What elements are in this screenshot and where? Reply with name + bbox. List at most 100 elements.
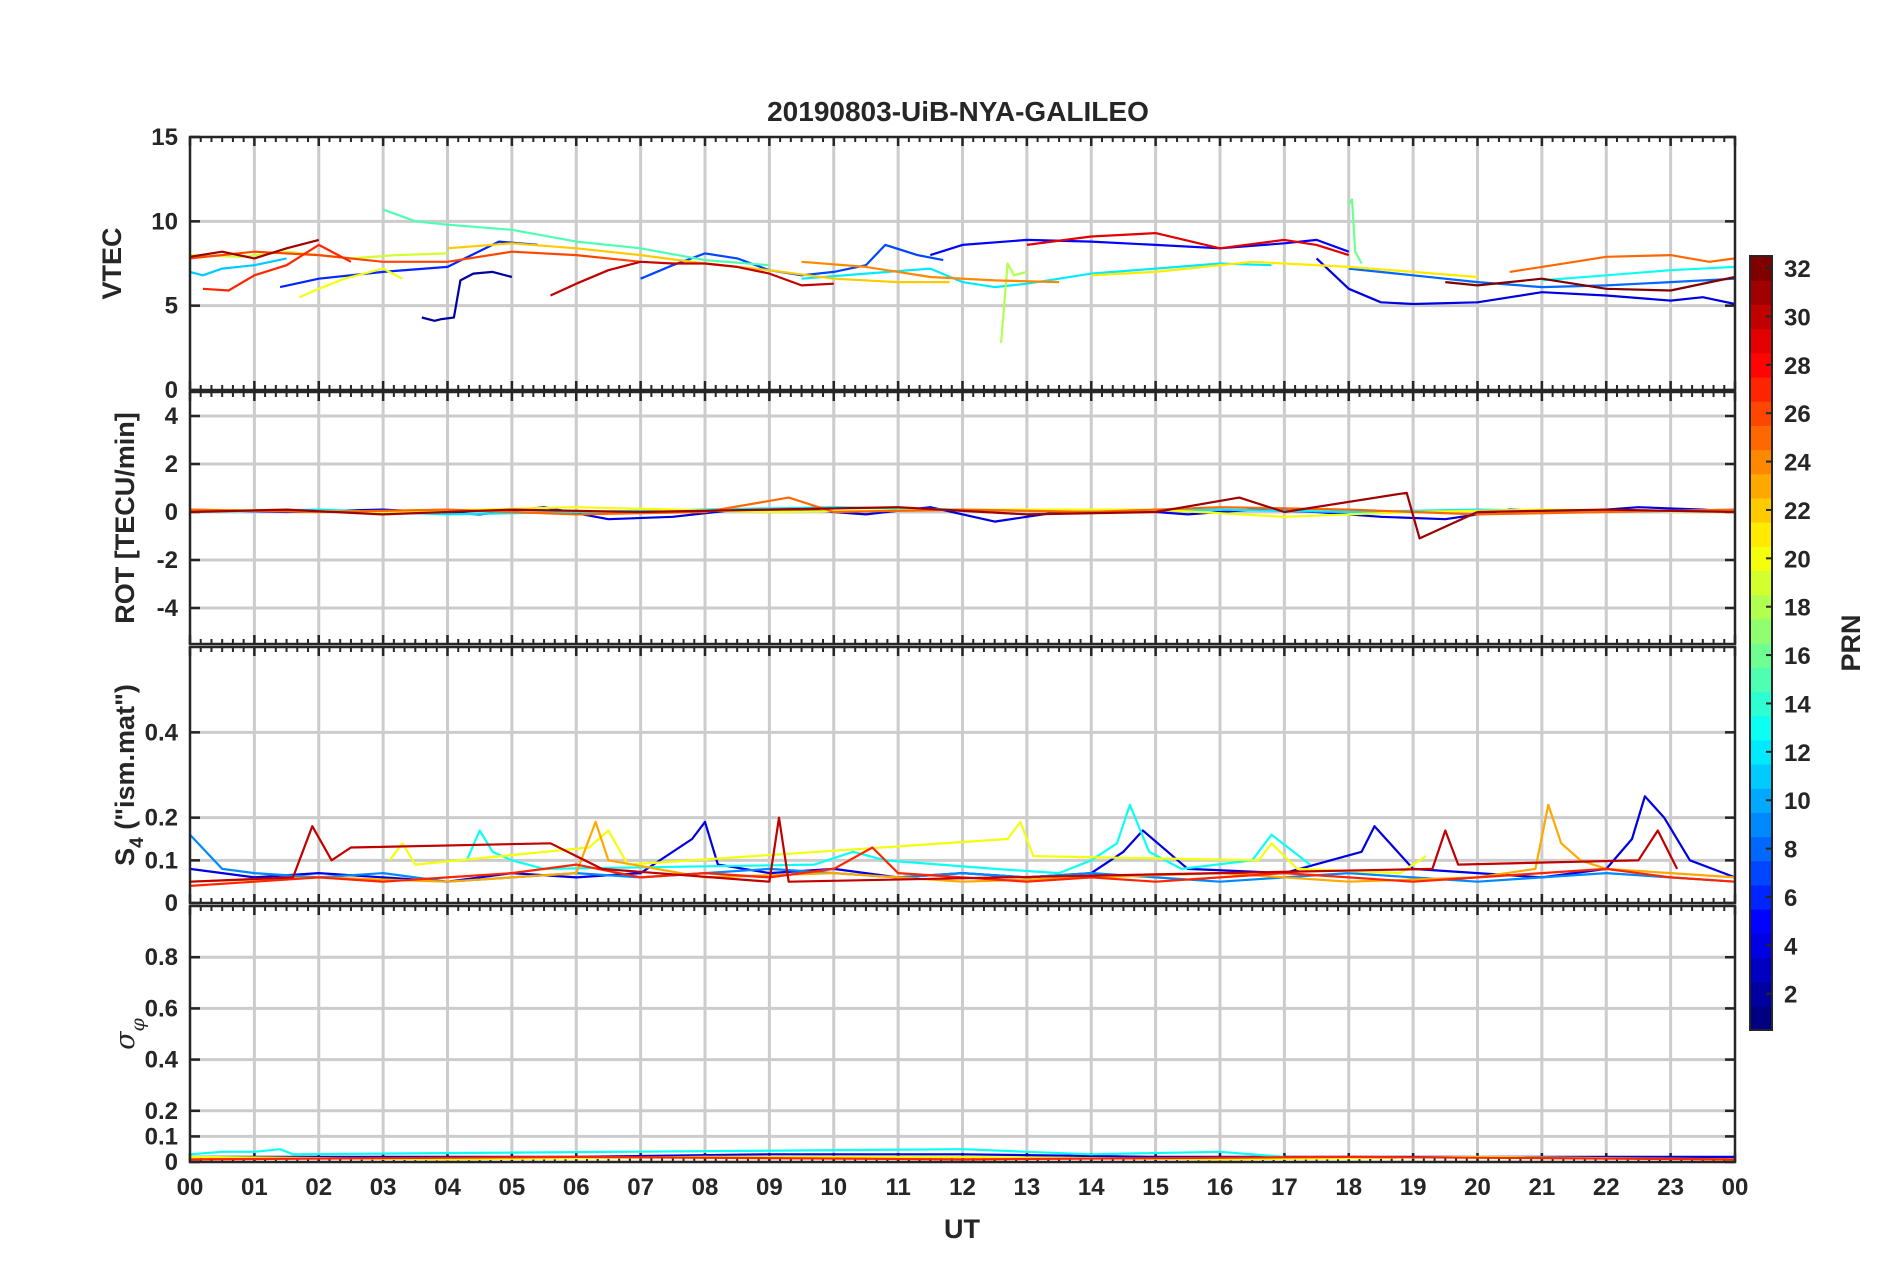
x-tick-label: 12	[949, 1174, 976, 1201]
colorbar-cell	[1750, 594, 1772, 620]
colorbar-tick-label: 26	[1784, 401, 1811, 428]
series-prn-27	[202, 243, 352, 292]
y-tick-label: 0.4	[145, 1047, 179, 1074]
x-tick-label: 17	[1271, 1174, 1298, 1201]
colorbar-cell	[1750, 763, 1772, 789]
colorbar-cell	[1750, 522, 1772, 547]
panel-s4-series	[189, 795, 1736, 887]
series-prn-15	[382, 208, 770, 267]
colorbar-cell	[1750, 570, 1772, 596]
x-tick-label: 02	[305, 1174, 332, 1201]
panel-vtec-series	[189, 198, 1736, 343]
y-tick-label: 0	[165, 499, 178, 526]
colorbar-cell	[1750, 691, 1772, 717]
series-prn-20	[189, 506, 1736, 518]
y-axis-label: VTEC	[97, 227, 127, 299]
colorbar-frame	[1749, 255, 1773, 1031]
colorbar-tick-label: 22	[1784, 498, 1811, 525]
y-tick-label: 0.2	[145, 805, 178, 832]
x-tick-label: 23	[1657, 1174, 1684, 1201]
series-prn-2	[421, 270, 513, 322]
colorbar-cell	[1750, 376, 1772, 402]
panel-sigma_phi: 00.10.2 0.4 0.6 0.8 σφ 00 01 02 03 04 05 06 07 08 09 10…	[110, 904, 1749, 1201]
y-axis-label: S4 ("ism.mat")	[110, 684, 148, 866]
series-prn-24	[801, 260, 1060, 284]
y-axis-label: σφ	[110, 1017, 149, 1049]
x-tick-label: 20	[1464, 1174, 1491, 1201]
series-prn-13	[1541, 265, 1736, 282]
panel-vtec-frame	[188, 135, 1737, 392]
y-axis-label-part: φ	[127, 1017, 149, 1031]
series-prn-20	[388, 820, 1427, 875]
series-prn-18	[1000, 262, 1028, 343]
series-prn-27	[189, 1155, 1736, 1161]
y-tick-label: 15	[151, 124, 178, 151]
colorbar-tick-label: 24	[1784, 450, 1811, 477]
x-tick-label: 03	[370, 1174, 397, 1201]
colorbar-tick-label: 30	[1784, 304, 1811, 331]
colorbar-tick-label: 6	[1784, 885, 1797, 912]
x-tick-label: 09	[756, 1174, 783, 1201]
x-tick-label: 19	[1400, 1174, 1427, 1201]
colorbar-tick-label: 2	[1784, 982, 1797, 1009]
panel-sigma_phi-frame	[188, 904, 1737, 1164]
y-tick-label: 0.6	[145, 995, 178, 1022]
colorbar-cell	[1750, 836, 1772, 862]
y-axis-label-part: σ	[110, 1030, 141, 1050]
series-prn-20	[298, 267, 403, 299]
x-tick-label: 21	[1529, 1174, 1556, 1201]
x-axis-label: UT	[944, 1214, 980, 1244]
colorbar-cell	[1750, 933, 1772, 959]
series-prn-21	[1091, 260, 1478, 279]
x-tick-label: 00	[1722, 1174, 1749, 1201]
colorbar-tick-label: 4	[1784, 933, 1798, 960]
colorbar-cell	[1750, 425, 1772, 451]
x-tick-label: 15	[1142, 1174, 1169, 1201]
colorbar-cell	[1750, 667, 1772, 692]
y-tick-label: 0	[165, 890, 178, 917]
colorbar-cell	[1750, 884, 1772, 910]
series-prn-30	[550, 260, 834, 297]
series-prn-4	[1315, 257, 1736, 306]
chart-title: 20190803-UiB-NYA-GALILEO	[767, 96, 1149, 127]
x-tick-label: 10	[820, 1174, 847, 1201]
panel-s4-frame	[188, 645, 1737, 905]
colorbar-cell	[1750, 449, 1772, 475]
colorbar-tick-label: 16	[1784, 643, 1811, 670]
panel-vtec: 0 5 10 15 VTEC	[97, 124, 1737, 404]
colorbar-cell	[1750, 256, 1772, 281]
panel-rot-frame	[188, 390, 1737, 646]
series-prn-6	[279, 240, 538, 289]
x-tick-label: 14	[1078, 1174, 1105, 1201]
y-tick-label: 0.1	[145, 1123, 178, 1150]
x-tick-label: 16	[1207, 1174, 1234, 1201]
panel-s4: 00.10.20.4S4 ("ism.mat")	[110, 645, 1737, 917]
y-tick-label: 0.1	[145, 847, 178, 874]
series-prn-11	[189, 257, 287, 277]
x-tick-label: 04	[434, 1174, 461, 1201]
x-tick-label: 11	[885, 1174, 910, 1201]
y-tick-label: -4	[157, 595, 179, 622]
x-tick-label: 18	[1335, 1174, 1362, 1201]
colorbar-cell	[1750, 546, 1772, 572]
colorbar-cell	[1750, 715, 1772, 741]
colorbar-cell	[1750, 473, 1772, 499]
colorbar-cell	[1750, 981, 1772, 1007]
panel-rot-series	[189, 491, 1736, 540]
panel-rot: -4 -2 0 2 4 ROT [TECU/min]	[110, 390, 1737, 646]
colorbar-cell	[1750, 618, 1772, 644]
colorbar-tick-label: 8	[1784, 837, 1797, 864]
x-tick-label: 08	[692, 1174, 719, 1201]
y-axis-label-part: ("ism.mat")	[110, 684, 140, 837]
x-tick-label: 13	[1014, 1174, 1041, 1201]
series-prn-30	[189, 816, 1679, 883]
y-tick-label: 5	[165, 293, 178, 320]
y-tick-label: 0.8	[145, 944, 178, 971]
series-prn-5	[929, 238, 1350, 257]
colorbar-tick-label: 10	[1784, 788, 1811, 815]
colorbar-cell	[1750, 739, 1772, 765]
colorbar-cell	[1750, 812, 1772, 838]
